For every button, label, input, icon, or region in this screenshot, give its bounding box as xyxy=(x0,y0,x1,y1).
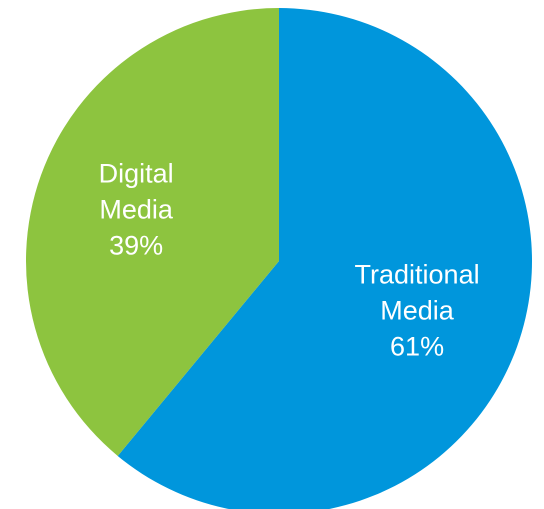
slice-category-label: Media xyxy=(99,195,174,225)
slice-label-traditional-media: Traditional Media 61% xyxy=(355,260,480,362)
slice-category-label: Digital xyxy=(99,159,174,189)
slice-value-label: 61% xyxy=(390,332,444,362)
pie-slice-traditional-media xyxy=(117,8,532,509)
slice-category-label: Traditional xyxy=(355,260,480,290)
slice-value-label: 39% xyxy=(109,231,163,261)
slice-label-digital-media: Digital Media 39% xyxy=(99,159,174,261)
slice-category-label: Media xyxy=(380,296,455,326)
pie-slice-digital-media xyxy=(25,7,280,456)
